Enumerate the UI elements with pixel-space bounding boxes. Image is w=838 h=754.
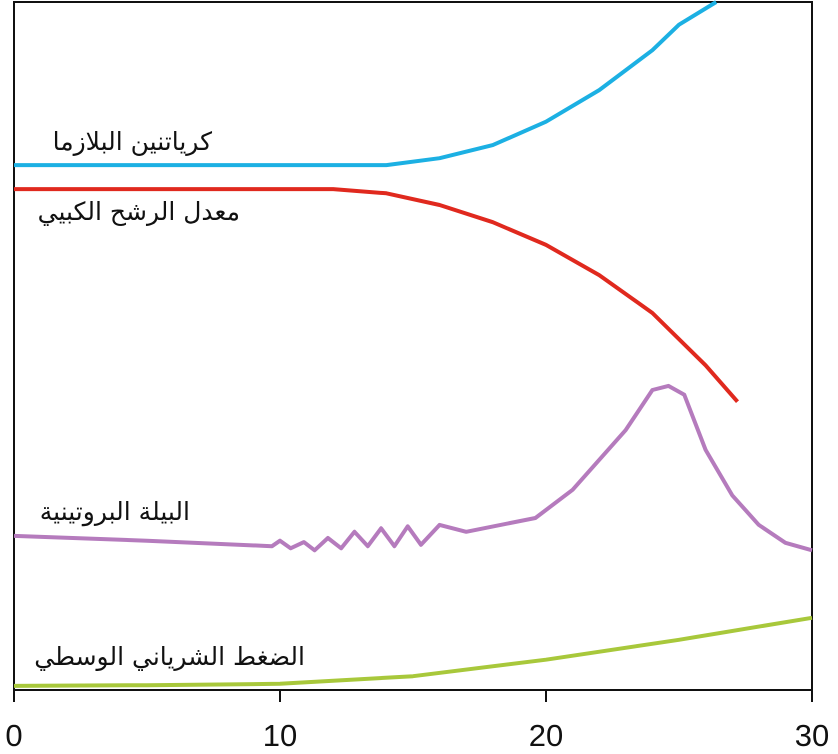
x-tick-label: 0	[5, 718, 22, 753]
x-tick-label: 10	[263, 718, 297, 753]
series-label: معدل الرشح الكبيي	[38, 197, 240, 227]
line	[14, 187, 740, 404]
series-label: الضغط الشرياني الوسطي	[34, 642, 305, 671]
line	[13, 383, 813, 553]
line	[13, 615, 813, 688]
x-tick-label: 20	[529, 718, 563, 753]
line	[14, 0, 718, 168]
series-label: كرياتنين البلازما	[53, 127, 212, 156]
plot-frame	[13, 1, 813, 690]
series-label: البيلة البروتينية	[40, 497, 190, 527]
x-tick-label: 30	[795, 718, 829, 753]
